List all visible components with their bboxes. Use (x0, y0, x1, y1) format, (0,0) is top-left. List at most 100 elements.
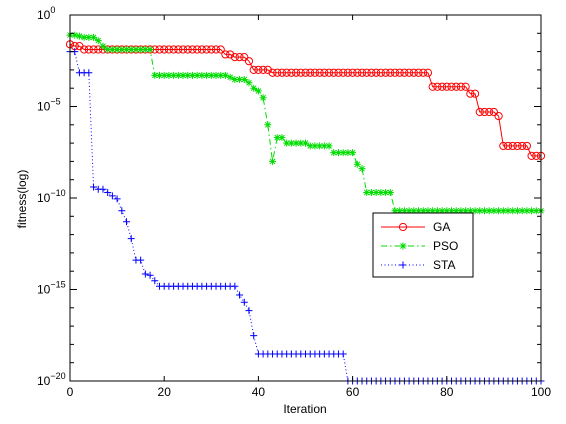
data-point (456, 82, 466, 91)
data-point (250, 332, 258, 340)
x-tick-label: 20 (158, 385, 172, 399)
data-point (231, 282, 239, 290)
data-point (71, 31, 79, 39)
axes: 0 20 40 60 80 100 100 10−5 10−10 10−15 10−20 (37, 5, 551, 399)
data-point (485, 107, 494, 117)
data-point (398, 222, 408, 232)
data-point (433, 82, 442, 91)
data-point (405, 68, 414, 77)
data-point (264, 121, 272, 129)
data-point (353, 160, 361, 168)
x-tick-label: 100 (531, 385, 551, 399)
data-point (334, 68, 343, 77)
series-pso (66, 31, 545, 215)
data-point (306, 142, 314, 150)
data-point (179, 71, 187, 79)
data-point (240, 298, 248, 306)
data-point (513, 207, 521, 215)
data-point (184, 71, 192, 79)
data-point (165, 71, 173, 79)
data-point (448, 207, 456, 215)
data-point (123, 218, 131, 226)
data-point (302, 139, 309, 147)
data-point (183, 45, 192, 54)
data-point (386, 68, 395, 77)
data-point (212, 71, 220, 79)
data-point (155, 71, 163, 79)
data-point (339, 350, 347, 358)
data-point (452, 207, 460, 215)
data-point (348, 68, 357, 77)
data-point (80, 33, 88, 41)
data-point (438, 207, 446, 215)
data-point (324, 68, 334, 77)
data-point (287, 68, 296, 77)
data-point (174, 45, 183, 54)
data-point (193, 71, 201, 79)
data-point (320, 68, 329, 77)
data-point (437, 82, 447, 91)
data-point (503, 141, 513, 151)
data-point (226, 73, 234, 81)
data-point (518, 207, 526, 215)
data-point (415, 207, 423, 215)
data-point (410, 207, 418, 215)
data-point (245, 307, 253, 315)
data-point (211, 45, 221, 54)
data-point (283, 139, 291, 147)
data-point (489, 107, 498, 117)
data-point (462, 207, 470, 215)
data-point (377, 188, 385, 196)
data-point (254, 65, 263, 75)
data-point (99, 185, 107, 193)
data-point (306, 68, 315, 77)
data-point (391, 207, 399, 215)
data-point (499, 207, 507, 215)
data-point (217, 71, 225, 79)
y-tick-label: 10−10 (37, 188, 66, 205)
data-point (419, 68, 428, 77)
data-point (254, 87, 262, 95)
data-point (273, 134, 281, 142)
data-point (231, 75, 239, 83)
data-point (494, 111, 503, 121)
data-point (315, 68, 324, 77)
data-point (471, 207, 479, 215)
data-point (367, 68, 376, 77)
data-point (146, 46, 154, 54)
data-point (137, 46, 145, 54)
data-point (339, 149, 347, 157)
data-point (216, 45, 225, 54)
data-point (325, 142, 333, 150)
data-point (508, 141, 517, 151)
data-point (363, 188, 371, 196)
data-point (263, 65, 272, 75)
data-point (259, 65, 268, 75)
data-point (480, 207, 488, 215)
data-point (94, 45, 103, 54)
data-point (80, 45, 89, 54)
data-point (202, 45, 211, 54)
data-point (236, 75, 244, 83)
data-point (329, 68, 338, 77)
y-tick-label: 10−20 (37, 371, 66, 388)
legend-entry-sta: STA (381, 258, 455, 272)
data-point (240, 75, 248, 83)
data-point (90, 183, 98, 191)
data-point (94, 37, 102, 45)
data-point (174, 71, 182, 79)
data-point (433, 207, 441, 215)
data-point (429, 207, 437, 215)
data-point (330, 149, 338, 157)
data-point (428, 82, 437, 91)
data-point (84, 45, 93, 54)
data-point (127, 235, 135, 243)
data-point (390, 68, 400, 77)
data-point (414, 68, 423, 77)
data-point (358, 165, 366, 173)
legend-label: STA (433, 258, 455, 272)
data-point (485, 207, 493, 215)
data-point (273, 68, 282, 77)
legend-label: GA (433, 220, 450, 234)
data-point (532, 207, 540, 215)
